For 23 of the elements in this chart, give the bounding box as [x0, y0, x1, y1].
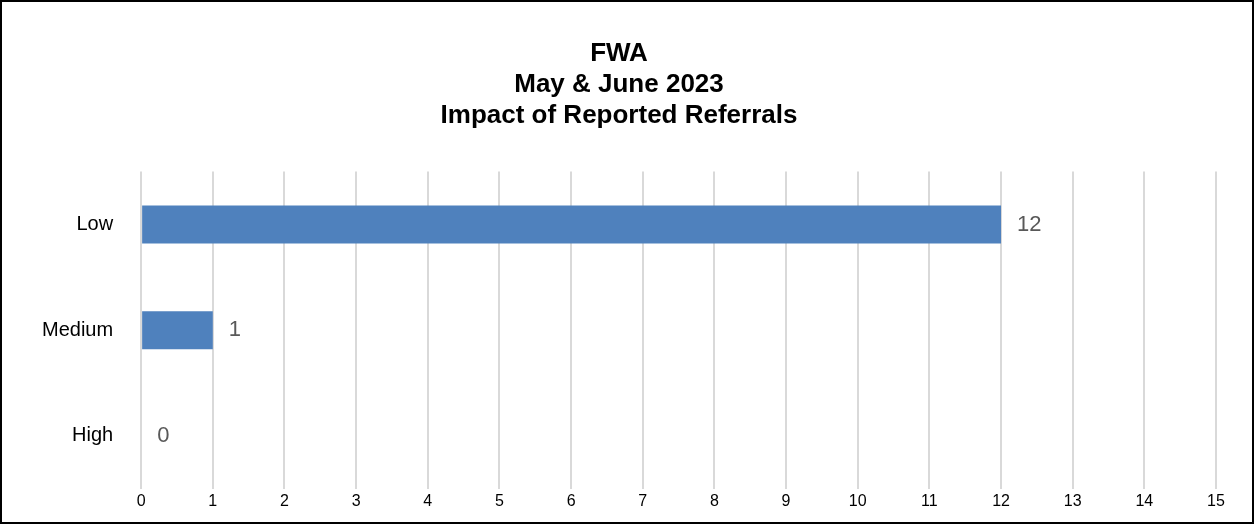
x-tick-label: 1	[208, 491, 218, 509]
y-tick-label: High	[71, 423, 114, 446]
x-tick-label: 13	[1063, 491, 1082, 509]
x-tick-label: 3	[351, 491, 361, 509]
data-label: 0	[157, 422, 170, 447]
y-tick-label: Low	[76, 211, 114, 234]
x-tick-label: 14	[1135, 491, 1154, 509]
x-tick-label: 10	[848, 491, 867, 509]
data-label: 12	[1017, 210, 1042, 236]
x-tick-label: 7	[638, 491, 648, 509]
x-tick-label: 8	[709, 491, 719, 509]
x-tick-label: 11	[921, 491, 938, 509]
x-tick-label: 6	[566, 491, 576, 509]
x-tick-label: 5	[494, 491, 504, 509]
x-tick-label: 0	[136, 491, 146, 509]
data-label: 1	[228, 316, 242, 342]
x-tick-label: 15	[1207, 491, 1225, 509]
x-tick-label: 9	[781, 491, 791, 509]
chart-title: FWA May & June 2023 Impact of Reported Referrals	[440, 36, 798, 130]
x-tick-label: 4	[423, 491, 433, 509]
x-tick-label: 2	[280, 491, 289, 509]
y-tick-label: Medium	[41, 317, 114, 340]
x-tick-label: 12	[992, 491, 1011, 509]
